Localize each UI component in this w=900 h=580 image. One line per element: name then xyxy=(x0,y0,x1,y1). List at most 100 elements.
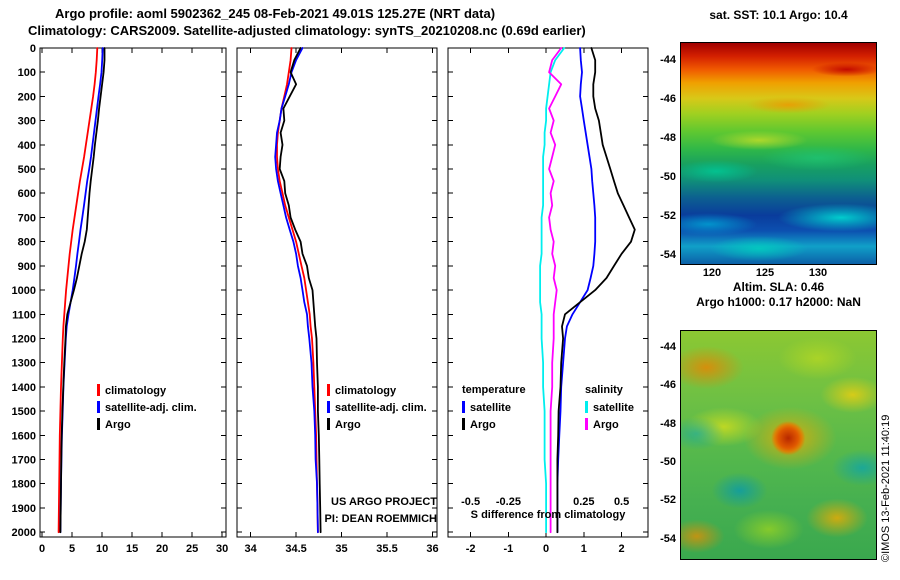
depth-tick-label: 100 xyxy=(18,67,36,79)
depth-tick-label: 1200 xyxy=(12,334,36,346)
series-t-argo xyxy=(556,47,636,534)
x-tick-label: 0 xyxy=(39,543,45,555)
argo-line-marker xyxy=(97,418,100,430)
depth-tick-label: 1700 xyxy=(12,455,36,467)
legend-label: satellite-adj. clim. xyxy=(335,402,427,414)
climatology-line-marker xyxy=(97,384,100,396)
legend-item-s-argo: Argo xyxy=(585,418,619,432)
sst-readout: sat. SST: 10.1 Argo: 10.4 xyxy=(709,8,848,22)
sst-map-xtick: 120 xyxy=(702,267,722,279)
depth-tick-label: 900 xyxy=(18,261,36,273)
climatology-line-marker xyxy=(327,384,330,396)
legend-item-t-argo: Argo xyxy=(462,418,496,432)
sla-map-ytick: -54 xyxy=(660,533,676,545)
series-s-argo xyxy=(548,47,563,534)
series-satellite-adj-clim- xyxy=(274,47,319,534)
x-tick-label: 5 xyxy=(69,543,75,555)
x-tick-label: 34 xyxy=(244,543,257,555)
legend-label: climatology xyxy=(335,385,397,397)
depth-tick-label: 800 xyxy=(18,237,36,249)
x-tick-label: -1 xyxy=(504,543,514,555)
series-argo xyxy=(278,47,322,534)
s-satellite-line-marker xyxy=(585,401,588,413)
s-axis-tick-label: 0.5 xyxy=(614,496,629,508)
legend-item-s-satellite: satellite xyxy=(585,401,634,415)
legend-item-t-satellite: satellite xyxy=(462,401,511,415)
project-note-line1: US ARGO PROJECT xyxy=(331,496,437,508)
depth-tick-label: 1500 xyxy=(12,406,36,418)
x-tick-label: 2 xyxy=(619,543,625,555)
depth-tick-label: 1900 xyxy=(12,503,36,515)
x-tick-label: 15 xyxy=(126,543,138,555)
legend-item-climatology: climatology xyxy=(97,384,166,398)
depth-tick-label: 1400 xyxy=(12,382,36,394)
s-axis-tick-label: -0.25 xyxy=(496,496,521,508)
t-argo-line-marker xyxy=(462,418,465,430)
s-axis-tick-label: 0.25 xyxy=(573,496,594,508)
depth-tick-label: 500 xyxy=(18,164,36,176)
x-tick-label: 20 xyxy=(156,543,168,555)
legend-label: satellite xyxy=(593,402,634,414)
panel-frame xyxy=(39,47,227,538)
legend-item-climatology: climatology xyxy=(327,384,396,398)
figure-title: Argo profile: aoml 5902362_245 08-Feb-20… xyxy=(55,6,496,21)
project-note-line2: PI: DEAN ROEMMICH xyxy=(324,513,437,525)
depth-tick-label: 400 xyxy=(18,140,36,152)
legend-item-satellite-adj: satellite-adj. clim. xyxy=(327,401,427,415)
sst-map-ytick: -54 xyxy=(660,249,676,261)
sst-map-ytick: -44 xyxy=(660,54,676,66)
s-axis-tick-label: -0.5 xyxy=(461,496,480,508)
depth-tick-label: 1600 xyxy=(12,430,36,442)
legend-header-temperature: temperature xyxy=(462,384,526,396)
satellite-adj-line-marker xyxy=(327,401,330,413)
depth-tick-label: 600 xyxy=(18,188,36,200)
legend-label: Argo xyxy=(593,419,619,431)
t-satellite-line-marker xyxy=(462,401,465,413)
sla-map-ytick: -46 xyxy=(660,379,676,391)
sla-map-ytick: -52 xyxy=(660,494,676,506)
x-tick-label: 1 xyxy=(581,543,587,555)
sst-map xyxy=(680,42,877,265)
depth-tick-label: 0 xyxy=(30,43,36,55)
depth-tick-label: 300 xyxy=(18,116,36,128)
depth-tick-label: 1100 xyxy=(12,309,36,321)
x-tick-label: 0 xyxy=(543,543,549,555)
s-difference-axis-label: S difference from climatology xyxy=(470,509,626,521)
x-tick-label: 10 xyxy=(96,543,108,555)
depth-tick-label: 200 xyxy=(18,91,36,103)
legend-item-argo: Argo xyxy=(97,418,131,432)
x-tick-label: 36 xyxy=(426,543,438,555)
panel-frame xyxy=(236,47,438,538)
sst-map-ytick: -52 xyxy=(660,210,676,222)
legend-item-satellite-adj: satellite-adj. clim. xyxy=(97,401,197,415)
s-argo-line-marker xyxy=(585,418,588,430)
depth-tick-label: 700 xyxy=(18,213,36,225)
x-tick-label: 30 xyxy=(216,543,228,555)
sst-map-xtick: 130 xyxy=(808,267,828,279)
sla-map-ytick: -44 xyxy=(660,341,676,353)
legend-label: climatology xyxy=(105,385,167,397)
series-s-satellite xyxy=(539,47,566,534)
depth-tick-label: 1800 xyxy=(12,479,36,491)
x-tick-label: 34.5 xyxy=(285,543,306,555)
depth-tick-label: 1300 xyxy=(12,358,36,370)
sla-map-ytick: -50 xyxy=(660,456,676,468)
legend-label: Argo xyxy=(470,419,496,431)
figure-subtitle: Climatology: CARS2009. Satellite-adjuste… xyxy=(28,23,586,38)
legend-label: satellite-adj. clim. xyxy=(105,402,197,414)
depth-tick-label: 2000 xyxy=(12,527,36,539)
x-tick-label: 35.5 xyxy=(376,543,397,555)
legend-label: Argo xyxy=(335,419,361,431)
sla-map-ytick: -48 xyxy=(660,418,676,430)
sla-map xyxy=(680,330,877,560)
sla-caption: Altim. SLA: 0.46 xyxy=(732,280,825,294)
depth-tick-label: 1000 xyxy=(12,285,36,297)
legend-item-argo: Argo xyxy=(327,418,361,432)
series-argo xyxy=(59,47,106,534)
sst-map-ytick: -46 xyxy=(660,93,676,105)
satellite-adj-line-marker xyxy=(97,401,100,413)
imos-credit: ©IMOS 13-Feb-2021 11:40:19 xyxy=(880,414,892,562)
legend-label: satellite xyxy=(470,402,511,414)
sst-map-ytick: -50 xyxy=(660,171,676,183)
legend-label: Argo xyxy=(105,419,131,431)
